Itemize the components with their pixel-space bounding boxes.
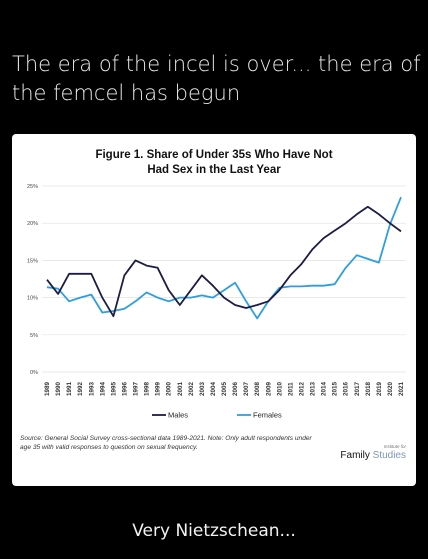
legend-label-males: Males bbox=[168, 411, 188, 420]
y-tick-label: 5% bbox=[30, 333, 38, 339]
x-tick-label: 2009 bbox=[265, 381, 272, 396]
x-tick-label: 2011 bbox=[287, 382, 294, 396]
x-tick-label: 2003 bbox=[199, 381, 206, 396]
chart-title-line2: Had Sex in the Last Year bbox=[147, 164, 281, 176]
x-tick-label: 2017 bbox=[354, 381, 361, 396]
x-tick-label: 2014 bbox=[321, 381, 328, 396]
y-tick-label: 20% bbox=[27, 221, 38, 227]
x-tick-label: 1997 bbox=[133, 381, 140, 396]
x-tick-label: 2001 bbox=[177, 381, 184, 396]
series-line-males bbox=[46, 205, 402, 318]
line-chart: 0% 5% 10% 15% 20% 25% 1989 1990 1991 1992 1993 1994… bbox=[27, 184, 406, 420]
bottom-caption: Very Nietzschean... bbox=[132, 521, 296, 541]
x-tick-label: 1993 bbox=[88, 381, 95, 396]
x-tick-label: 1992 bbox=[77, 381, 84, 396]
x-tick-label: 2012 bbox=[298, 381, 305, 396]
x-tick-label: 2019 bbox=[376, 381, 383, 396]
x-tick-label: 1990 bbox=[55, 381, 62, 396]
x-tick-label: 1996 bbox=[121, 381, 128, 396]
x-tick-label: 2002 bbox=[188, 381, 195, 396]
x-tick-label: 1994 bbox=[99, 381, 106, 396]
chart-title-line1: Figure 1. Share of Under 35s Who Have No… bbox=[95, 149, 333, 161]
x-tick-label: 2013 bbox=[310, 381, 317, 396]
x-tick-label: 1991 bbox=[66, 381, 73, 396]
y-tick-label: 0% bbox=[30, 370, 38, 376]
brand-name-part2: Studies bbox=[372, 450, 406, 461]
x-tick-label: 2018 bbox=[365, 381, 372, 396]
x-tick-label: 1999 bbox=[155, 381, 162, 396]
x-tick-label: 2007 bbox=[243, 381, 250, 396]
brand-tag: Institute for bbox=[383, 444, 406, 449]
x-tick-label: 2015 bbox=[332, 381, 339, 396]
x-tick-label: 2005 bbox=[221, 381, 228, 396]
y-tick-label: 15% bbox=[27, 258, 38, 264]
x-tick-label: 2000 bbox=[166, 381, 173, 396]
y-tick-label: 10% bbox=[27, 296, 38, 302]
x-tick-label: 2021 bbox=[398, 381, 405, 396]
chart-title: Figure 1. Share of Under 35s Who Have No… bbox=[12, 148, 416, 178]
chart-card: Figure 1. Share of Under 35s Who Have No… bbox=[12, 134, 416, 486]
source-note: Source: General Social Survey cross-sect… bbox=[20, 435, 312, 451]
x-tick-label: 2020 bbox=[387, 381, 394, 396]
post-caption: The era of the incel is over... the era … bbox=[12, 52, 421, 105]
x-tick-label: 1989 bbox=[44, 381, 51, 396]
x-tick-label: 2008 bbox=[254, 381, 261, 396]
x-tick-label: 2010 bbox=[276, 381, 283, 396]
x-tick-label: 2006 bbox=[232, 381, 239, 396]
x-tick-label: 2004 bbox=[210, 381, 217, 396]
x-tick-label: 2016 bbox=[343, 381, 350, 396]
legend-label-females: Females bbox=[253, 411, 282, 420]
x-tick-label: 1995 bbox=[110, 381, 117, 396]
y-tick-label: 25% bbox=[27, 184, 38, 190]
brand-name-part1: Family bbox=[340, 450, 370, 461]
brand-logo: Institute for Family Studies bbox=[340, 444, 406, 461]
x-tick-label: 1998 bbox=[144, 381, 151, 396]
series-line-females bbox=[46, 196, 402, 320]
